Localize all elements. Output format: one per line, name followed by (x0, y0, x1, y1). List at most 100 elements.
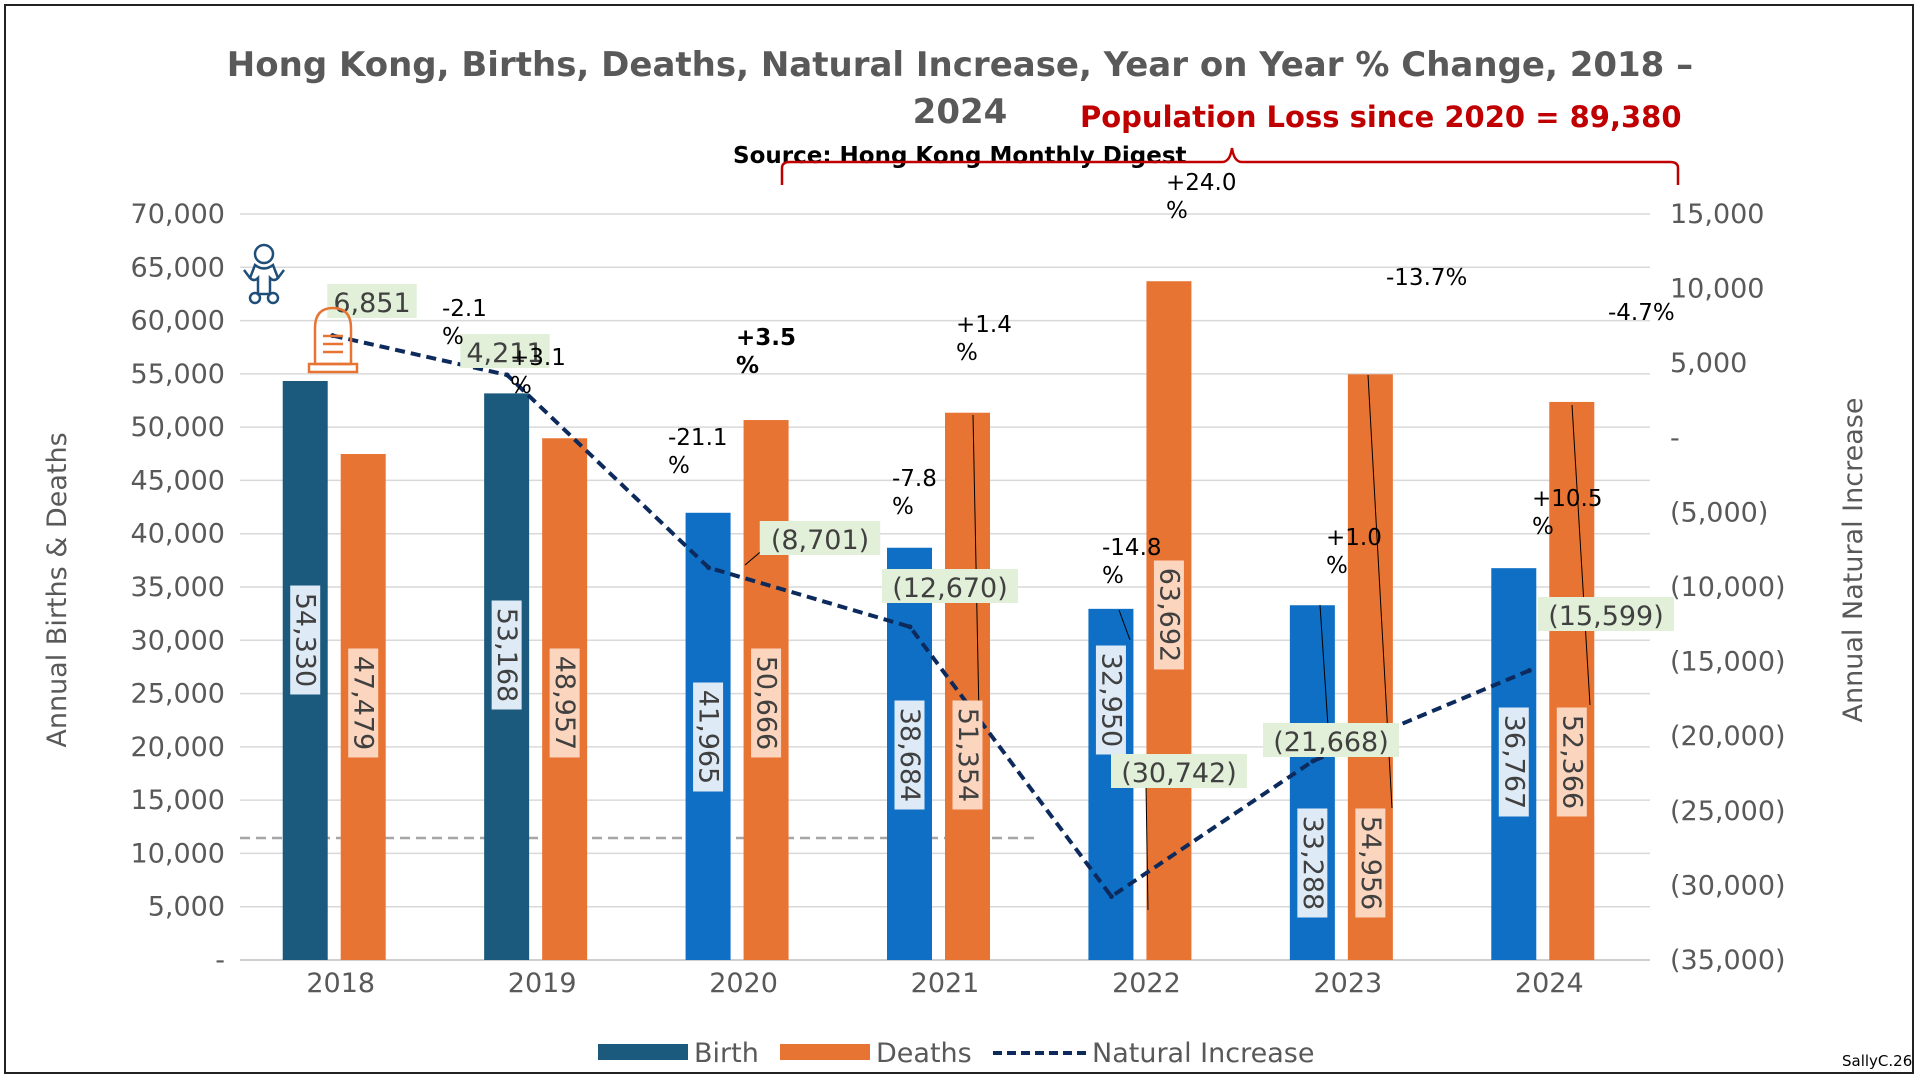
right-tick-label: (5,000) (1670, 497, 1768, 528)
natural-increase-label-bg (1538, 597, 1674, 631)
natural-increase-value-label: (15,599) (1538, 597, 1674, 632)
right-tick-label: 5,000 (1670, 348, 1747, 379)
natural-increase-point (907, 624, 913, 630)
deaths-value-label-bg (348, 648, 379, 758)
legend-natural-increase-label: Natural Increase (1092, 1038, 1314, 1069)
x-tick-label: 2023 (1313, 968, 1382, 999)
percent-change-labels: -2.1 %+3.1 %-21.1 %+3.5 %-7.8 %+1.4 %-14.8 %+24… (442, 170, 1675, 589)
natural-increase-value-label: (12,670) (882, 569, 1018, 604)
natural-increase-label-bg (759, 521, 881, 555)
birth-value-label-text: 41,965 (693, 690, 724, 784)
deaths-value-label-bg (549, 648, 580, 758)
birth-pct-change: -7.8% (892, 466, 937, 520)
x-tick-label: 2021 (911, 968, 980, 999)
natural-increase-point (706, 565, 712, 571)
pct-line: +3.1 (510, 345, 566, 371)
right-tick-label: 10,000 (1670, 274, 1764, 305)
birth-value-label-bg (894, 700, 925, 810)
bar-data-labels: 54,330 47,479 53,168 48,957 41,965 50,666 38,6… (290, 560, 1587, 918)
leader-line (1145, 784, 1149, 911)
pct-line: +10.5 (1532, 486, 1602, 512)
pct-line: -7.8 (892, 466, 937, 492)
deaths-value-label: 50,666 (751, 648, 782, 758)
birth-value-label: 41,965 (693, 682, 724, 792)
pct-line: +1.4 (956, 312, 1012, 338)
natural-increase-value-label: (30,742) (1111, 754, 1247, 789)
deaths-value-label: 48,957 (549, 648, 580, 758)
pct-line: % (442, 324, 464, 350)
birth-value-label: 54,330 (290, 585, 321, 695)
right-tick-label: - (1670, 423, 1680, 454)
right-tick-label: (15,000) (1670, 647, 1786, 678)
pct-line: % (892, 494, 914, 520)
deaths-pct-change: -13.7% (1386, 265, 1467, 291)
legend-deaths-label: Deaths (876, 1038, 972, 1069)
natural-increase-point (1108, 893, 1114, 899)
legend-birth-label: Birth (694, 1038, 759, 1069)
right-axis-title: Annual Natural Increase (1838, 398, 1869, 723)
pct-line: +3.5 (736, 325, 796, 351)
birth-value-label-bg (491, 600, 522, 710)
pct-line: -2.1 (442, 296, 487, 322)
birth-value-label-bg (290, 585, 321, 695)
deaths-value-label: 63,692 (1153, 560, 1184, 670)
deaths-value-label-text: 47,479 (348, 656, 379, 750)
natural-increase-label-text: (8,701) (771, 525, 869, 556)
birth-pct-change: +1.0% (1326, 525, 1382, 579)
right-tick-label: (30,000) (1670, 870, 1786, 901)
author-credit: SallyC.26 (1842, 1052, 1912, 1070)
deaths-bar (1549, 401, 1595, 960)
natural-increase-value-label: (21,668) (1263, 723, 1399, 758)
legend-birth-swatch (598, 1044, 688, 1060)
birth-pct-change: -21.1% (668, 425, 728, 479)
birth-value-label: 38,684 (894, 700, 925, 810)
natural-increase-label-bg (882, 569, 1018, 603)
birth-value-label: 32,950 (1095, 645, 1126, 755)
pct-line: -21.1 (668, 425, 728, 451)
left-tick-label: 60,000 (131, 306, 225, 337)
deaths-value-label-bg (1556, 707, 1587, 817)
x-tick-label: 2018 (306, 968, 375, 999)
x-tick-label: 2019 (508, 968, 577, 999)
left-tick-label: 35,000 (131, 572, 225, 603)
birth-pct-change: -14.8% (1102, 535, 1162, 589)
deaths-pct-change: +3.5% (736, 325, 796, 379)
birth-value-label-bg (1498, 707, 1529, 817)
x-tick-label: 2022 (1112, 968, 1181, 999)
right-tick-label: (35,000) (1670, 945, 1786, 976)
deaths-value-label-text: 51,354 (952, 708, 983, 802)
left-tick-label: 15,000 (131, 785, 225, 816)
left-tick-label: 20,000 (131, 732, 225, 763)
pct-line: % (510, 373, 532, 399)
x-tick-label: 2024 (1515, 968, 1584, 999)
pct-line: % (1102, 563, 1124, 589)
birth-value-label-bg (1297, 808, 1328, 918)
birth-value-label: 53,168 (491, 600, 522, 710)
pct-line: % (1326, 553, 1348, 579)
birth-value-label-text: 36,767 (1498, 715, 1529, 809)
pct-line: % (668, 453, 690, 479)
natural-increase-label-bg (1263, 723, 1399, 757)
natural-increase-label-bg (327, 284, 417, 318)
leader-lines (744, 374, 1591, 911)
pct-line: +1.0 (1326, 525, 1382, 551)
birth-value-label: 33,288 (1297, 808, 1328, 918)
leader-line (1571, 404, 1591, 706)
birth-pct-change: -2.1% (442, 296, 487, 350)
birth-value-label-bg (693, 682, 724, 792)
deaths-pct-change: +24.0% (1166, 170, 1236, 224)
natural-increase-labels: 6,851 4,211 (8,701) (12,670) (30,742) (21,668… (327, 284, 1674, 789)
natural-increase-label-text: (30,742) (1121, 758, 1237, 789)
birth-value-label-bg (1095, 645, 1126, 755)
tombstone-icon (307, 306, 359, 374)
chart-title-line-1: Hong Kong, Births, Deaths, Natural Incre… (227, 45, 1693, 85)
leader-line (972, 414, 980, 716)
deaths-value-label-bg (952, 700, 983, 810)
left-axis-ticks: - 5,000 10,000 15,000 20,000 25,000 30,000 35,0… (131, 199, 225, 976)
pct-line: % (736, 353, 759, 379)
source-note: Source: Hong Kong Monthly Digest (733, 143, 1187, 169)
deaths-bar (945, 412, 990, 960)
birth-pct-change: +10.5% (1532, 486, 1602, 540)
deaths-value-label-text: 63,692 (1153, 568, 1184, 662)
deaths-value-label-text: 50,666 (751, 656, 782, 750)
